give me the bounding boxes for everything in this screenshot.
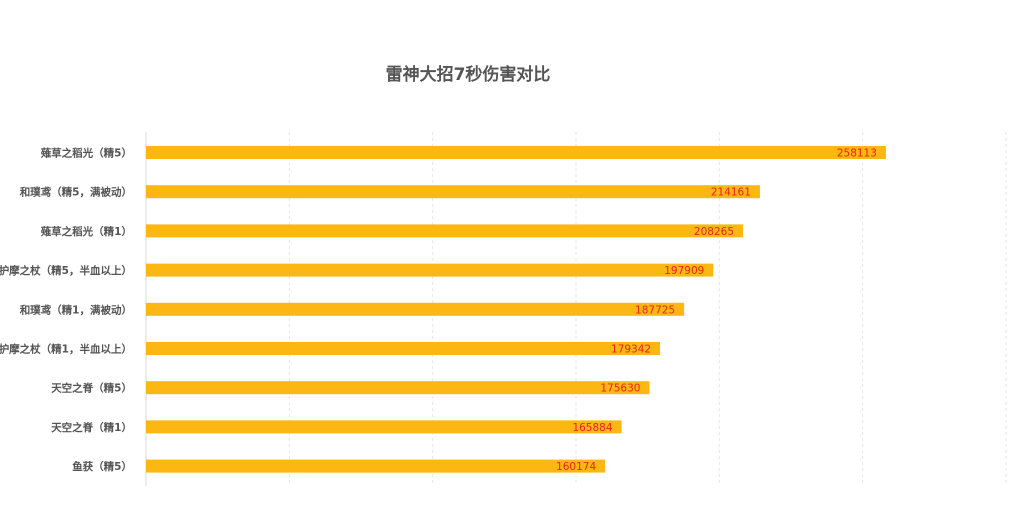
bars — [146, 146, 886, 473]
category-label: 薙草之稻光（精5） — [41, 147, 132, 160]
value-label: 165884 — [572, 422, 612, 434]
value-label: 179342 — [611, 344, 651, 356]
category-label: 薙草之稻光（精1） — [41, 225, 132, 238]
bar — [146, 224, 744, 238]
bar — [146, 459, 606, 473]
bar — [146, 185, 760, 199]
value-label: 187725 — [635, 304, 675, 316]
bar — [146, 381, 650, 395]
category-label: 护摩之杖（精5，半血以上） — [0, 264, 132, 277]
category-label: 鱼获（精5） — [72, 460, 132, 473]
category-label: 和璞鸢（精5，满被动） — [19, 186, 132, 199]
value-label: 197909 — [664, 265, 704, 277]
value-label: 214161 — [711, 187, 751, 199]
bar — [146, 302, 685, 316]
value-label: 175630 — [600, 383, 640, 395]
value-label: 160174 — [556, 461, 596, 473]
category-label: 天空之脊（精5） — [51, 382, 132, 395]
category-label: 和璞鸢（精1，满被动） — [19, 303, 132, 316]
category-label: 天空之脊（精1） — [51, 421, 132, 434]
bar — [146, 420, 622, 434]
value-label: 258113 — [837, 148, 877, 160]
labels: 薙草之稻光（精5） 258113 和璞鸢（精5，满被动） 214161 薙草之稻光（精1… — [0, 147, 877, 474]
bar — [146, 263, 714, 277]
bar — [146, 146, 886, 159]
chart-title: 雷神大招7秒伤害对比 — [385, 65, 551, 85]
bar — [146, 342, 661, 355]
value-label: 208265 — [694, 226, 734, 238]
category-label: 护摩之杖（精1，半血以上） — [0, 343, 132, 356]
